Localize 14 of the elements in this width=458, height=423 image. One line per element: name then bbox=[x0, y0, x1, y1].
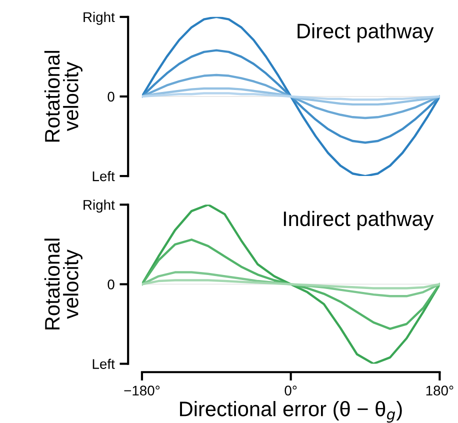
x-tick-label: 0° bbox=[284, 386, 297, 396]
x-tick-label: 180° bbox=[426, 386, 454, 396]
text: 0 bbox=[108, 92, 114, 102]
y-axis-title: Rotational velocity bbox=[44, 50, 82, 142]
x-tick-label: −180° bbox=[124, 386, 160, 396]
chart-title: Direct pathway bbox=[298, 23, 434, 43]
text: Left bbox=[92, 171, 115, 182]
x-axis-title: Directional error (θ − θ$_{g}$) bbox=[180, 401, 402, 423]
chart-title: Indirect pathway bbox=[284, 210, 434, 230]
text: Right bbox=[84, 12, 115, 25]
text: Right bbox=[84, 200, 115, 213]
text: Left bbox=[92, 358, 115, 369]
text: 0 bbox=[108, 280, 114, 290]
y-axis-title: Rotational velocity bbox=[44, 238, 82, 330]
